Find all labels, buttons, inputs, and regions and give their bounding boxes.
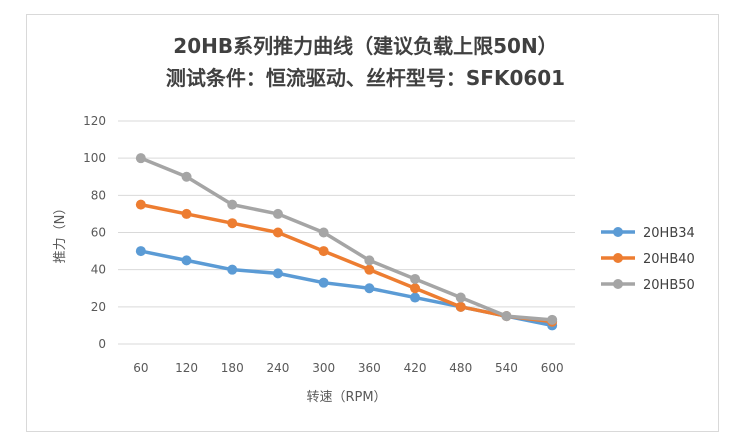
data-point-20HB50 <box>227 199 238 210</box>
x-tick-label: 180 <box>221 361 244 375</box>
data-point-20HB50 <box>318 227 329 238</box>
series-line-20HB40 <box>139 202 554 324</box>
series-line-20HB50 <box>139 156 554 322</box>
legend-label: 20HB50 <box>643 278 695 293</box>
data-point-20HB40 <box>364 264 375 275</box>
data-point-20HB34 <box>181 255 192 266</box>
data-point-20HB40 <box>181 208 192 219</box>
x-tick-label: 60 <box>133 361 148 375</box>
y-axis-label: 推力（N） <box>53 202 68 264</box>
data-point-20HB40 <box>135 199 146 210</box>
y-tick-label: 120 <box>83 114 106 128</box>
chart-title: 20HB系列推力曲线（建议负载上限50N） <box>173 34 558 58</box>
series-lines <box>135 153 558 331</box>
data-point-20HB34 <box>272 268 283 279</box>
x-tick-label: 480 <box>449 361 472 375</box>
legend-marker-20HB50 <box>613 279 623 289</box>
data-point-20HB40 <box>272 227 283 238</box>
chart-frame <box>26 14 719 432</box>
legend-marker-20HB34 <box>613 227 623 237</box>
x-tick-label: 540 <box>495 361 518 375</box>
data-point-20HB34 <box>227 264 238 275</box>
y-tick-label: 100 <box>83 151 106 165</box>
data-point-20HB40 <box>227 218 238 229</box>
x-tick-label: 300 <box>312 361 335 375</box>
data-point-20HB40 <box>455 301 466 312</box>
y-tick-label: 40 <box>91 263 106 277</box>
data-point-20HB50 <box>455 292 466 303</box>
x-axis-label: 转速（RPM） <box>306 390 386 405</box>
data-point-20HB50 <box>547 314 558 325</box>
x-tick-label: 240 <box>266 361 289 375</box>
y-tick-label: 60 <box>91 226 106 240</box>
x-tick-label: 120 <box>175 361 198 375</box>
data-point-20HB34 <box>364 283 375 294</box>
gridlines <box>118 120 575 345</box>
data-point-20HB50 <box>272 208 283 219</box>
y-tick-label: 80 <box>91 188 106 202</box>
data-point-20HB50 <box>364 255 375 266</box>
y-tick-labels: 0 20 40 60 80 100 120 <box>83 114 106 351</box>
legend-marker-20HB40 <box>613 253 623 263</box>
x-tick-label: 600 <box>541 361 564 375</box>
legend: 20HB34 20HB40 20HB50 <box>601 226 695 293</box>
data-point-20HB34 <box>410 292 421 303</box>
legend-label: 20HB34 <box>643 226 695 241</box>
data-point-20HB40 <box>410 283 421 294</box>
y-tick-label: 0 <box>98 337 106 351</box>
data-point-20HB34 <box>135 246 146 257</box>
chart-subtitle: 测试条件：恒流驱动、丝杆型号：SFK0601 <box>165 66 566 90</box>
data-point-20HB50 <box>181 171 192 182</box>
data-point-20HB40 <box>318 246 329 257</box>
x-tick-label: 360 <box>358 361 381 375</box>
x-tick-labels: 60 120 180 240 300 360 420 480 540 600 <box>133 361 563 375</box>
legend-label: 20HB40 <box>643 252 695 267</box>
y-tick-label: 20 <box>91 300 106 314</box>
data-point-20HB50 <box>501 311 512 322</box>
x-tick-label: 420 <box>404 361 427 375</box>
data-point-20HB34 <box>318 277 329 288</box>
data-point-20HB50 <box>410 273 421 284</box>
data-point-20HB50 <box>135 153 146 164</box>
